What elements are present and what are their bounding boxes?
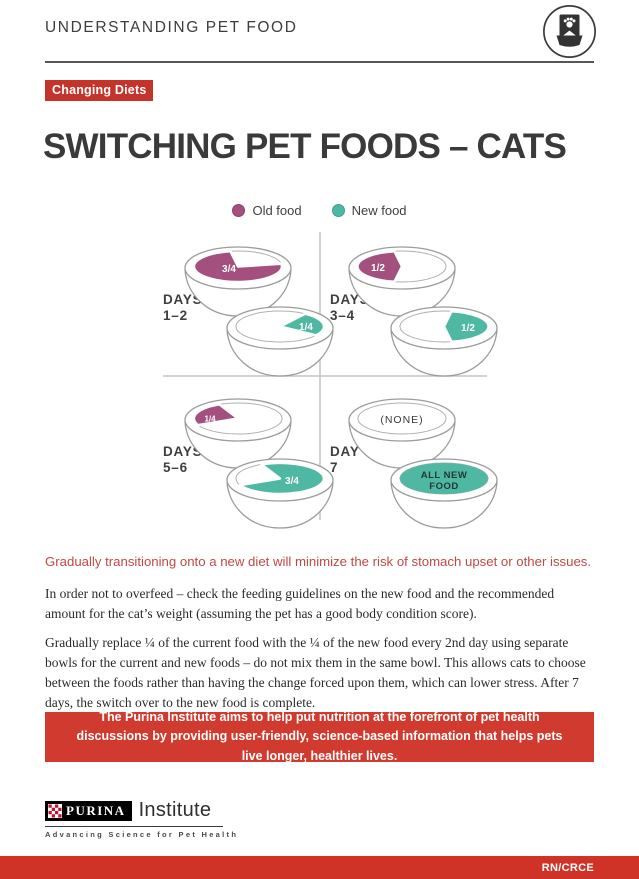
fraction-label: 1/4 bbox=[299, 322, 313, 333]
day-range-value: 3–4 bbox=[330, 308, 355, 323]
all-new-food-bowl: ALL NEW FOOD bbox=[390, 458, 498, 529]
legend-item-new-food: New food bbox=[331, 203, 407, 218]
old-food-bowl: 1/2 bbox=[348, 246, 456, 317]
header-divider bbox=[45, 61, 594, 63]
section-badge: Changing Diets bbox=[45, 80, 154, 101]
page-title: SWITCHING PET FOODS – CATS bbox=[43, 127, 567, 166]
fraction-label: 3/4 bbox=[222, 264, 236, 275]
paragraph-overfeed: In order not to overfeed – check the fee… bbox=[45, 586, 555, 621]
empty-bowl: (NONE) bbox=[348, 398, 456, 469]
day-range-label: DAYS bbox=[163, 444, 202, 459]
all-new-label-line1: ALL NEW bbox=[421, 470, 468, 481]
purina-wordmark: PURINA bbox=[45, 800, 132, 821]
purina-brand-text: PURINA bbox=[66, 802, 126, 818]
old-food-dot-icon bbox=[232, 204, 246, 217]
logo-tagline: Advancing Science for Pet Health bbox=[45, 830, 239, 839]
legend-label-old: Old food bbox=[252, 203, 302, 218]
banner-text: The Purina Institute aims to help put nu… bbox=[76, 709, 563, 763]
new-food-bowl: 3/4 bbox=[226, 458, 334, 529]
new-food-bowl: 1/4 bbox=[226, 306, 334, 377]
old-food-bowl: 1/4 bbox=[184, 398, 292, 469]
document-code: RN/CRCE bbox=[541, 861, 594, 874]
legend-item-old-food: Old food bbox=[232, 203, 302, 218]
day-range-value: 7 bbox=[330, 460, 338, 475]
quadrant-days-3-4: DAYS 3–4 1/2 1/2 bbox=[330, 246, 498, 377]
day-range-label: DAY bbox=[330, 444, 360, 459]
logo-divider bbox=[45, 826, 223, 827]
legend-label-new: New food bbox=[351, 203, 407, 218]
purina-institute-logo: PURINA Institute Advancing Science for P… bbox=[45, 799, 239, 839]
institute-text: Institute bbox=[138, 799, 212, 821]
paragraph-replace: Gradually replace ¼ of the current food … bbox=[45, 635, 586, 710]
fraction-label: 1/2 bbox=[461, 323, 475, 334]
new-food-bowl: 1/2 bbox=[390, 306, 498, 377]
transition-diagram: DAYS 1–2 3/4 1/4 DAYS 3–4 1/2 bbox=[163, 232, 498, 529]
day-range-value: 1–2 bbox=[163, 308, 188, 323]
page-header-title: UNDERSTANDING PET FOOD bbox=[45, 19, 298, 36]
new-food-dot-icon bbox=[331, 204, 345, 217]
purina-institute-banner: The Purina Institute aims to help put nu… bbox=[45, 710, 594, 763]
body-copy: In order not to overfeed – check the fee… bbox=[45, 584, 597, 751]
lead-sentence: Gradually transitioning onto a new diet … bbox=[45, 554, 592, 569]
legend: Old food New food bbox=[0, 203, 639, 218]
old-food-bowl: 3/4 bbox=[184, 246, 292, 317]
none-label: (NONE) bbox=[380, 414, 423, 426]
quadrant-days-1-2: DAYS 1–2 3/4 1/4 bbox=[163, 246, 334, 377]
all-new-label-line2: FOOD bbox=[429, 481, 458, 492]
fraction-label: 1/2 bbox=[371, 263, 385, 274]
day-range-label: DAYS bbox=[163, 292, 202, 307]
quadrant-days-5-6: DAYS 5–6 1/4 3/4 bbox=[163, 398, 334, 529]
bottom-bar: RN/CRCE bbox=[0, 856, 639, 879]
quadrant-day-7: DAY 7 (NONE) ALL NEW FOOD bbox=[330, 398, 498, 529]
fraction-label: 1/4 bbox=[204, 415, 216, 424]
day-range-value: 5–6 bbox=[163, 460, 188, 475]
purina-checkerboard-icon bbox=[48, 803, 62, 818]
fraction-label: 3/4 bbox=[285, 476, 299, 487]
pet-food-bag-icon bbox=[542, 4, 597, 59]
